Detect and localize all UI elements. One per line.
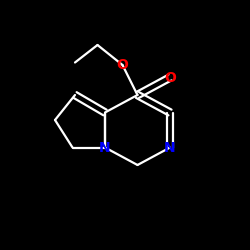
- Text: O: O: [164, 70, 176, 85]
- Text: N: N: [99, 140, 111, 154]
- Text: O: O: [116, 58, 128, 72]
- Text: N: N: [164, 140, 176, 154]
